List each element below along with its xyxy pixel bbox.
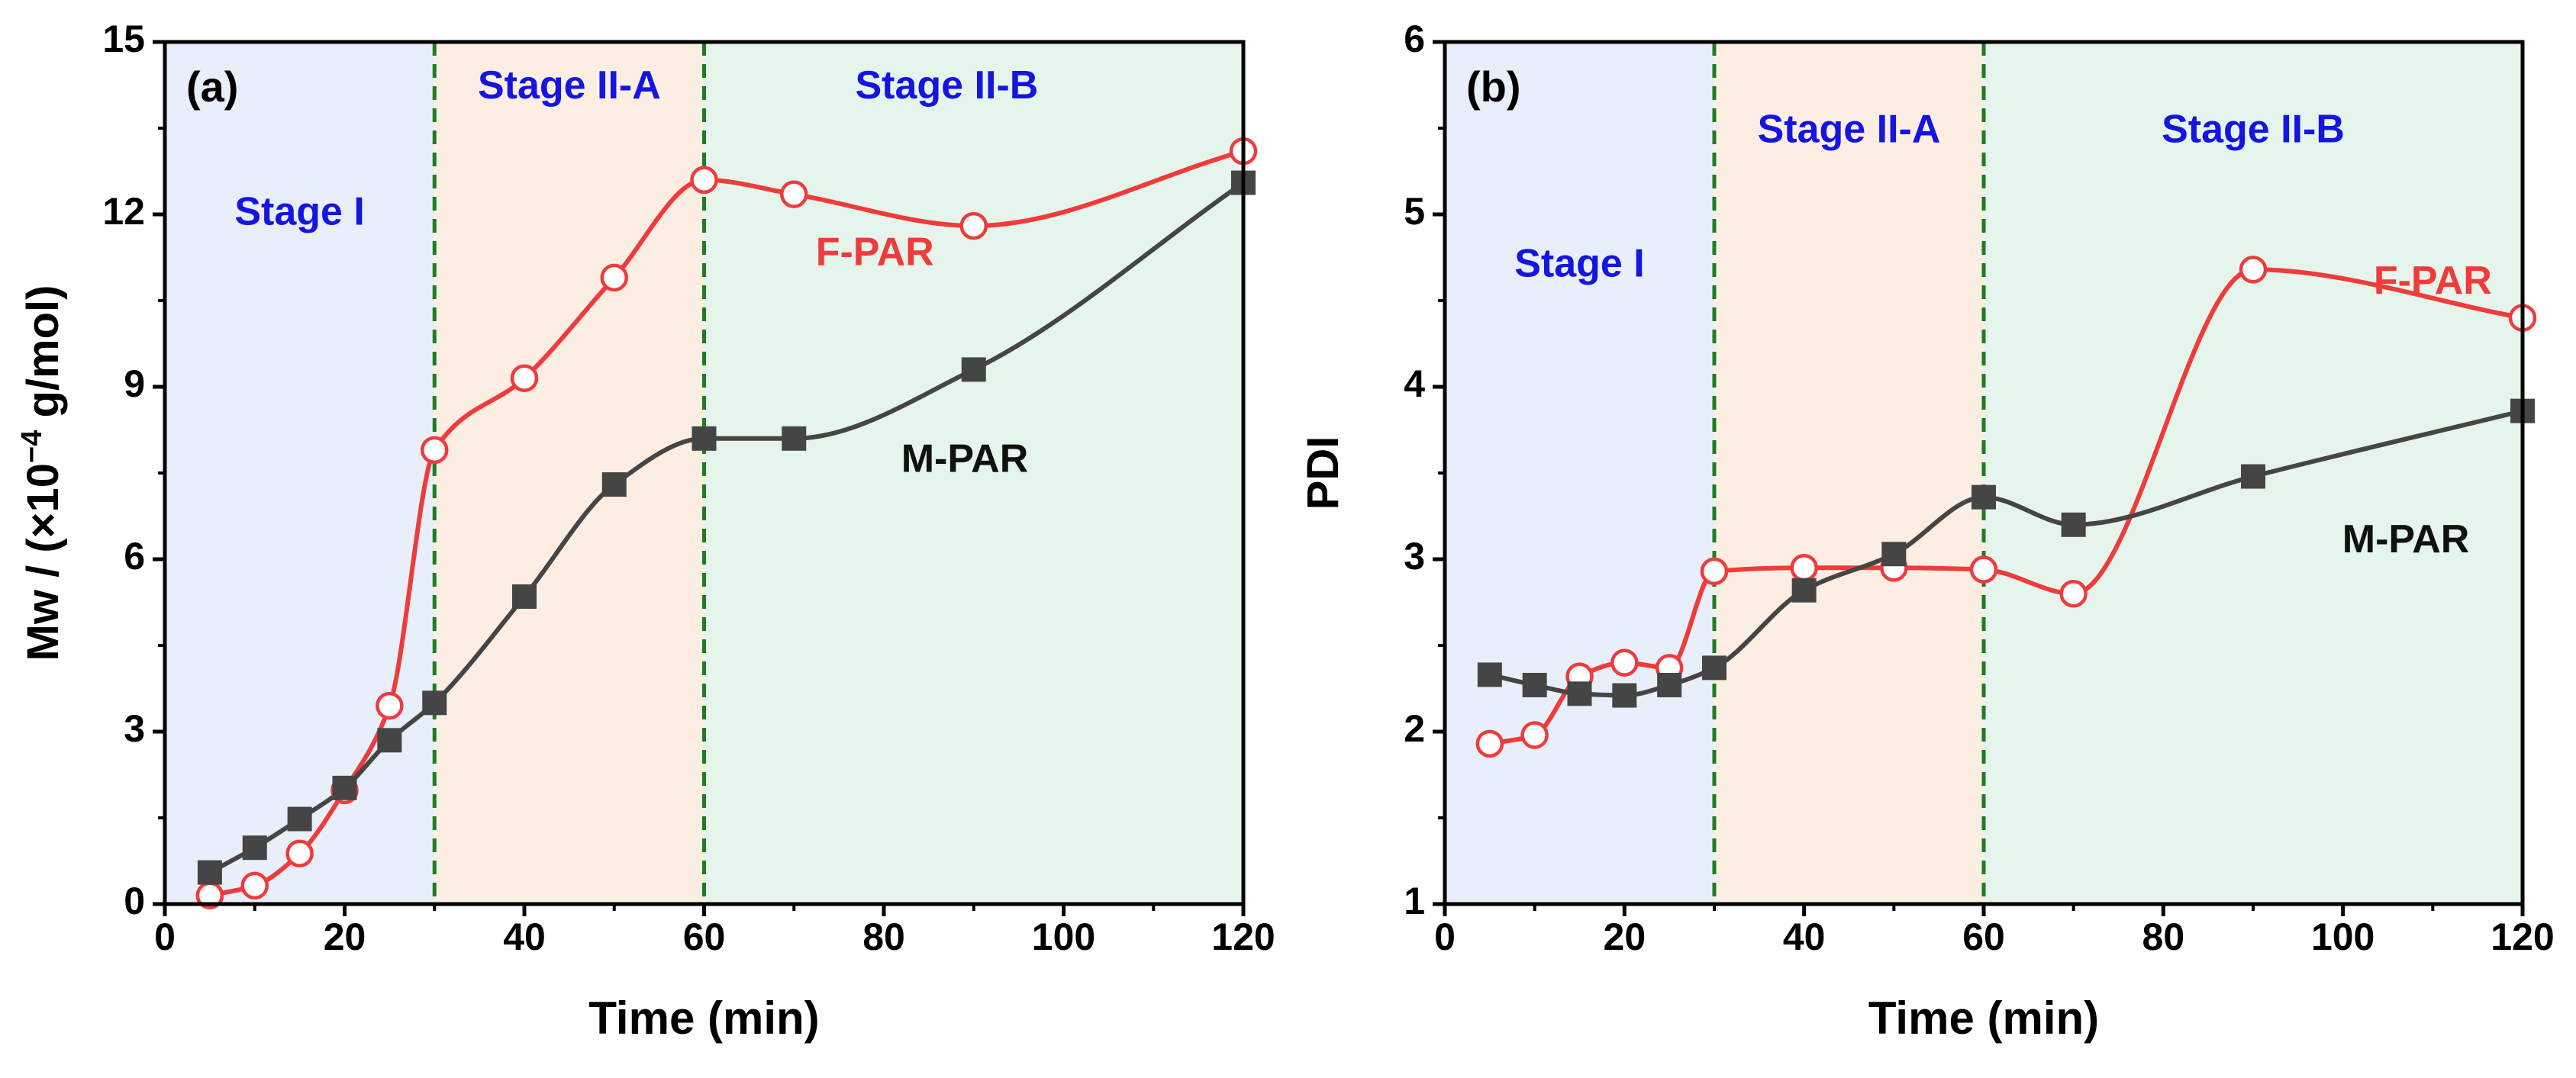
- data-point-m-par: [961, 357, 986, 382]
- stage-region-2: [1714, 42, 1984, 904]
- data-point-f-par: [1969, 555, 1998, 584]
- x-tick-label: 20: [324, 915, 366, 958]
- y-tick-label: 3: [124, 707, 145, 750]
- series-line-f-par: [1489, 267, 2523, 746]
- series-line-m-par: [208, 181, 1245, 875]
- x-tick-label: 20: [1604, 915, 1646, 958]
- y-tick-label: 5: [1404, 190, 1425, 233]
- data-point-f-par: [285, 839, 314, 867]
- data-point-m-par: [242, 835, 267, 861]
- x-tick-label: 60: [683, 915, 726, 958]
- data-point-f-par: [959, 211, 988, 240]
- y-tick-label: 0: [124, 880, 145, 922]
- x-tick-label: 120: [2491, 915, 2554, 958]
- x-tick-label: 60: [1962, 915, 2005, 958]
- data-point-f-par: [1475, 729, 1504, 758]
- data-point-m-par: [422, 690, 447, 716]
- stage-label-1: Stage I: [234, 190, 365, 234]
- y-axis-label: Mw / (×10−4 g/mol): [16, 285, 68, 661]
- stage-label-2: Stage II-A: [1758, 107, 1941, 151]
- y-tick-label: 9: [124, 362, 145, 405]
- data-point-f-par: [1700, 557, 1729, 586]
- data-point-f-par: [1610, 648, 1639, 677]
- y-tick-label: 6: [124, 535, 145, 578]
- y-axis-label-prefix: Mw / (×10: [18, 463, 68, 661]
- y-tick-label: 15: [102, 18, 145, 60]
- data-point-m-par: [1971, 484, 1996, 510]
- x-tick-label: 80: [862, 915, 905, 958]
- y-axis-label-suffix: g/mol): [18, 285, 68, 430]
- data-point-m-par: [377, 728, 402, 753]
- data-point-m-par: [332, 775, 357, 800]
- data-point-f-par: [1790, 554, 1818, 582]
- data-point-m-par: [1881, 542, 1907, 567]
- y-axis-label-exponent: −4: [16, 430, 48, 463]
- data-point-f-par: [600, 263, 628, 292]
- x-tick-label: 80: [2142, 915, 2185, 958]
- y-tick-label: 6: [1404, 18, 1425, 60]
- stage-region-1: [165, 42, 435, 904]
- series-label-m-par: M-PAR: [2342, 517, 2470, 562]
- data-point-m-par: [692, 426, 717, 451]
- data-point-f-par: [421, 436, 449, 465]
- x-axis-label: Time (min): [588, 993, 819, 1044]
- data-point-m-par: [1791, 578, 1817, 603]
- data-point-f-par: [376, 691, 404, 720]
- data-point-f-par: [780, 180, 808, 208]
- stage-region-2: [434, 42, 704, 904]
- y-tick-label: 12: [102, 190, 145, 233]
- data-point-m-par: [1567, 681, 1592, 706]
- x-tick-label: 100: [2311, 915, 2374, 958]
- data-point-m-par: [287, 806, 312, 832]
- series-label-m-par: M-PAR: [901, 437, 1029, 481]
- data-point-m-par: [1702, 655, 1726, 681]
- y-tick-label: 4: [1404, 362, 1425, 405]
- x-tick-label: 40: [503, 915, 546, 958]
- data-point-m-par: [2061, 512, 2086, 537]
- y-tick-label: 3: [1404, 535, 1425, 578]
- panel-label: (a): [186, 63, 238, 111]
- data-point-m-par: [197, 860, 222, 885]
- y-axis-label: PDI: [1298, 436, 1348, 510]
- data-point-m-par: [1522, 672, 1547, 697]
- x-tick-label: 0: [154, 915, 176, 958]
- data-point-f-par: [510, 364, 539, 392]
- data-point-f-par: [2059, 579, 2088, 608]
- data-point-m-par: [1477, 662, 1502, 687]
- x-tick-label: 40: [1783, 915, 1826, 958]
- chart-panel-a: Stage I Stage II-A Stage II-B F-PAR M-PAR 0 20…: [16, 18, 1275, 1044]
- stage-label-3: Stage II-B: [856, 63, 1039, 108]
- data-point-f-par: [2239, 256, 2268, 284]
- stage-region-1: [1445, 42, 1714, 904]
- y-tick-label: 1: [1404, 880, 1425, 922]
- stage-label-1: Stage I: [1514, 242, 1645, 286]
- x-tick-label: 100: [1032, 915, 1095, 958]
- chart-panel-b: Stage I Stage II-A Stage II-B F-PAR M-PAR 0 20…: [1298, 18, 2555, 1044]
- x-tick-label: 0: [1434, 915, 1456, 958]
- data-point-f-par: [1520, 721, 1549, 749]
- data-point-m-par: [782, 426, 807, 451]
- x-axis-label: Time (min): [1868, 993, 2099, 1044]
- stage-label-3: Stage II-B: [2162, 107, 2345, 151]
- series-label-f-par: F-PAR: [816, 230, 934, 274]
- series-label-f-par: F-PAR: [2374, 259, 2492, 303]
- data-point-m-par: [512, 584, 537, 609]
- data-point-m-par: [1657, 672, 1682, 697]
- data-point-f-par: [240, 871, 269, 900]
- panel-label: (b): [1466, 63, 1521, 111]
- data-point-m-par: [2241, 464, 2265, 489]
- y-tick-label: 2: [1404, 707, 1425, 750]
- stage-label-2: Stage II-A: [478, 63, 661, 108]
- data-point-f-par: [690, 166, 718, 195]
- data-point-m-par: [601, 472, 627, 497]
- data-point-m-par: [1612, 683, 1637, 708]
- series-line-m-par: [1489, 408, 2523, 698]
- x-tick-label: 120: [1211, 915, 1275, 958]
